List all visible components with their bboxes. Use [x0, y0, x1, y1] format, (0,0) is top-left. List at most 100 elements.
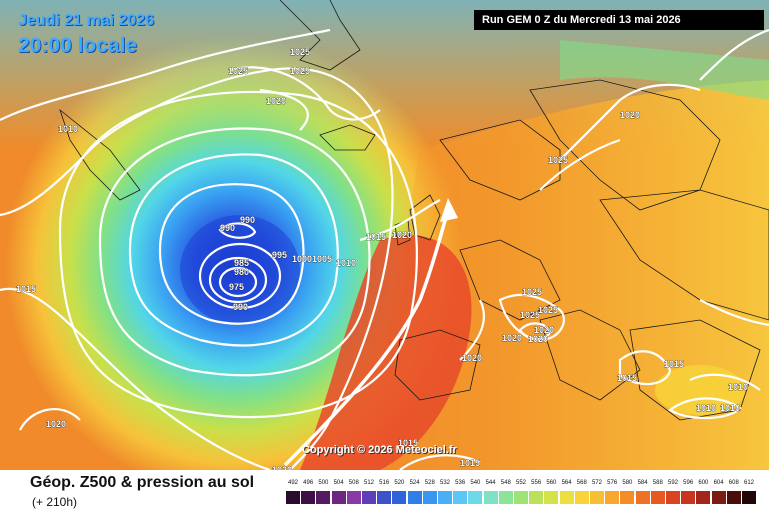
- isobar-label: 1000: [292, 254, 312, 264]
- legend-swatch: [453, 491, 468, 504]
- legend-value: 532: [439, 480, 450, 486]
- map-canvas: 1025 1025 1025 1020 1010 990 990 985 980…: [0, 0, 769, 470]
- isobar-label: 1025: [290, 47, 310, 57]
- isobar-label: 995: [272, 250, 287, 260]
- isobar-label: 1015: [617, 373, 637, 383]
- isobar-label: 1010: [720, 403, 740, 413]
- flow-arrow: [283, 198, 458, 467]
- legend-swatch: [696, 491, 711, 504]
- forecast-local-time: 20:00 locale: [18, 34, 138, 57]
- legend-swatch: [498, 491, 513, 504]
- legend-swatch: [286, 491, 300, 504]
- legend-swatch: [422, 491, 437, 504]
- legend-value: 508: [348, 480, 359, 486]
- isobar-label: 1020: [620, 110, 640, 120]
- isobar-label: 1010: [728, 382, 748, 392]
- legend-swatch: [635, 491, 650, 504]
- isobar-label: 1020: [392, 230, 412, 240]
- legend-value: 564: [561, 480, 572, 486]
- isobar-label: 990: [220, 223, 235, 233]
- legend-value: 556: [531, 480, 542, 486]
- forecast-offset: (+ 210h): [32, 495, 78, 509]
- coastlines: [59, 0, 769, 421]
- legend-value: 528: [424, 480, 435, 486]
- legend-value: 544: [485, 480, 496, 486]
- legend-value: 496: [303, 480, 314, 486]
- legend-swatch: [726, 491, 741, 504]
- legend-swatch: [392, 491, 407, 504]
- legend-swatch: [681, 491, 696, 504]
- legend-value: 552: [515, 480, 526, 486]
- isobar-labels: 1025 1025 1025 1020 1010 990 990 985 980…: [16, 47, 749, 470]
- legend-swatch: [590, 491, 604, 504]
- legend-value: 516: [379, 480, 390, 486]
- legend-swatch: [377, 491, 392, 504]
- legend-swatch: [407, 491, 422, 504]
- legend-swatch: [711, 491, 726, 504]
- isobar-label: 990: [233, 302, 248, 312]
- isobar-label: 1020: [528, 334, 548, 344]
- isobar-label: 1010: [336, 258, 356, 268]
- legend-value: 588: [652, 480, 663, 486]
- legend-value: 524: [409, 480, 420, 486]
- legend-value: 612: [743, 480, 754, 486]
- isobar-label: 1025: [538, 305, 558, 315]
- isobar-label: 1015: [664, 359, 684, 369]
- isobar-label: 1025: [520, 310, 540, 320]
- isobar-label: 1020: [266, 96, 286, 106]
- legend-swatch: [529, 491, 544, 504]
- isobar-label: 1020: [502, 333, 522, 343]
- isobar-label: 1025: [548, 155, 568, 165]
- isobar-label: 1005: [312, 254, 332, 264]
- legend-swatch: [544, 491, 559, 504]
- forecast-date: Jeudi 21 mai 2026: [18, 12, 155, 29]
- legend-value: 604: [713, 480, 724, 486]
- legend-value: 568: [576, 480, 587, 486]
- legend-swatch: [483, 491, 498, 504]
- legend-value: 576: [607, 480, 618, 486]
- legend-value: 504: [333, 480, 344, 486]
- legend-swatch: [468, 491, 483, 504]
- legend-swatch: [346, 491, 361, 504]
- model-run-banner: Run GEM 0 Z du Mercredi 13 mai 2026: [474, 10, 764, 30]
- isobar-label: 1020: [462, 353, 482, 363]
- legend-value: 520: [394, 480, 405, 486]
- legend-value: 592: [667, 480, 678, 486]
- isobar-label: 975: [229, 282, 244, 292]
- legend-value: 608: [728, 480, 739, 486]
- legend-swatch: [559, 491, 574, 504]
- legend-value: 536: [455, 480, 466, 486]
- isobar-label: 1020: [46, 419, 66, 429]
- isobar-label: 985: [234, 258, 249, 268]
- isobar-label: 980: [234, 267, 249, 277]
- isobar-label: 1010: [696, 403, 716, 413]
- legend-value: 548: [500, 480, 511, 486]
- legend-swatch: [362, 491, 376, 504]
- legend-value: 596: [683, 480, 694, 486]
- isobar-label: 1020: [272, 465, 292, 470]
- isobar-label: 1015: [398, 438, 418, 448]
- legend-value: 560: [546, 480, 557, 486]
- legend-swatch: [514, 491, 528, 504]
- legend-swatch: [301, 491, 316, 504]
- legend-swatch: [316, 491, 331, 504]
- isobar-label: 1025: [290, 66, 310, 76]
- color-legend: 492 496 500 504 508 512 516 520 524 528 532 536 540 5…: [286, 480, 756, 510]
- legend-value: 584: [637, 480, 648, 486]
- legend-swatch: [605, 491, 620, 504]
- isobar-label: 1015: [16, 284, 36, 294]
- isobar-label: 1025: [228, 66, 248, 76]
- legend-value: 540: [470, 480, 481, 486]
- isobar-label: 1025: [522, 287, 542, 297]
- map-footer: Géop. Z500 & pression au sol (+ 210h) 49…: [0, 470, 769, 513]
- copyright-notice: Copyright © 2026 Meteociel.fr: [302, 444, 457, 456]
- isobar-label: 1010: [58, 124, 78, 134]
- legend-swatch: [438, 491, 452, 504]
- legend-value: 580: [622, 480, 633, 486]
- legend-value: 572: [591, 480, 602, 486]
- isobar-label: 1015: [460, 458, 480, 468]
- legend-value: 600: [698, 480, 709, 486]
- high-pressure-ridge: [360, 80, 769, 470]
- isobar-label: 1015: [366, 232, 386, 242]
- legend-swatch: [331, 491, 346, 504]
